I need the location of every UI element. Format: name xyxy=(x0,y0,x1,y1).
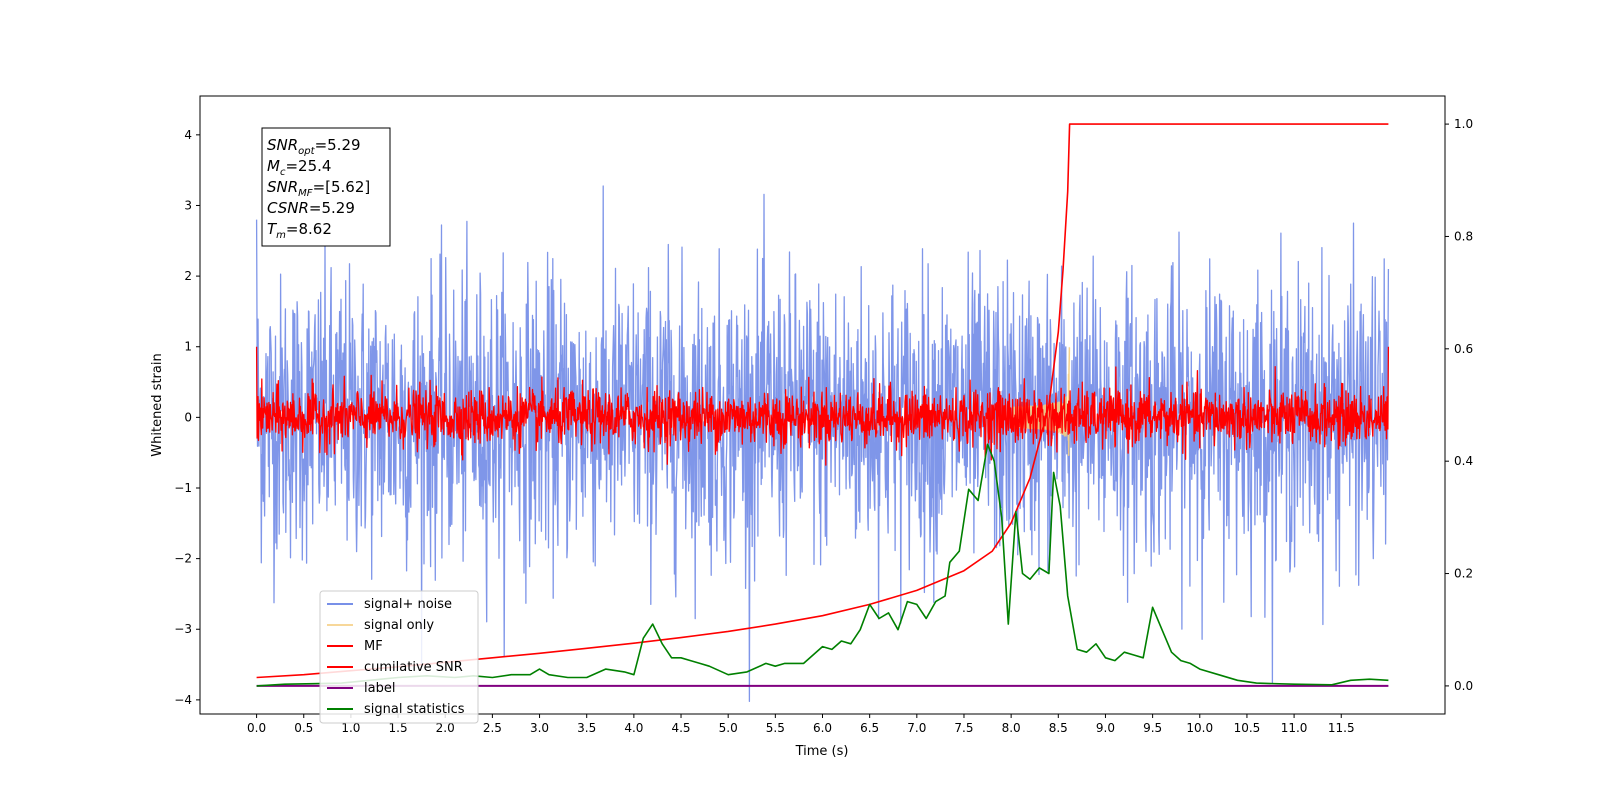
x-tick-label: 9.0 xyxy=(1096,721,1115,735)
annotation-line: SNRopt=5.29 xyxy=(267,136,361,157)
y-tick-label: −1 xyxy=(174,481,192,495)
x-tick-label: 6.5 xyxy=(860,721,879,735)
y-tick-label: 1 xyxy=(184,340,192,354)
annotation-line: SNRMF=[5.62] xyxy=(267,178,370,199)
legend-entry: label xyxy=(364,681,395,696)
series-mf xyxy=(255,346,1390,466)
annotation-frame xyxy=(261,127,391,247)
x-tick-label: 0.5 xyxy=(294,721,313,735)
legend-entry: signal only xyxy=(364,618,434,633)
x-tick-label: 5.0 xyxy=(719,721,738,735)
legend-frame xyxy=(319,590,479,724)
x-tick-label: 10.0 xyxy=(1186,721,1213,735)
x-axis-label: Time (s) xyxy=(795,744,849,759)
y2-tick-label: 0.2 xyxy=(1454,567,1473,581)
legend-entry: signal+ noise xyxy=(364,597,452,612)
annotation-line: Mc=25.4 xyxy=(267,157,331,178)
x-tick-label: 11.5 xyxy=(1328,721,1355,735)
annotation-line: Tm=8.62 xyxy=(267,220,332,241)
legend-entry: MF xyxy=(364,639,383,654)
x-tick-label: 2.0 xyxy=(436,721,455,735)
y-tick-label: 2 xyxy=(184,269,192,283)
y-tick-label: 3 xyxy=(184,198,192,212)
x-axis: 0.0 0.5 1.0 1.5 2.0 2.5 3.0 3.5 4.0 4.5 5.0 5.5 6.0 6… xyxy=(247,714,1355,735)
y-tick-label: 0 xyxy=(184,410,192,424)
x-tick-label: 9.5 xyxy=(1143,721,1162,735)
x-tick-label: 11.0 xyxy=(1281,721,1308,735)
x-tick-label: 4.0 xyxy=(624,721,643,735)
legend: signal+ noise signal only MF cumilative SNR… xyxy=(319,590,479,724)
y-tick-label: 4 xyxy=(184,128,192,142)
series-signal-statistics xyxy=(256,443,1389,687)
y-axis-label: Whitened strain xyxy=(150,353,165,456)
x-tick-label: 1.0 xyxy=(341,721,360,735)
x-tick-label: 8.5 xyxy=(1049,721,1068,735)
x-tick-label: 7.5 xyxy=(954,721,973,735)
y2-tick-label: 0.0 xyxy=(1454,679,1473,693)
y-axis-left: −4 −3 −2 −1 0 1 2 3 4 xyxy=(174,128,200,707)
x-tick-label: 1.5 xyxy=(389,721,408,735)
y-tick-label: −4 xyxy=(174,693,192,707)
legend-entry: signal statistics xyxy=(364,702,465,717)
y2-tick-label: 0.6 xyxy=(1454,342,1473,356)
x-tick-label: 5.5 xyxy=(766,721,785,735)
x-tick-label: 3.5 xyxy=(577,721,596,735)
x-tick-label: 2.5 xyxy=(483,721,502,735)
y-tick-label: −2 xyxy=(174,552,192,566)
x-tick-label: 8.0 xyxy=(1002,721,1021,735)
x-tick-label: 6.0 xyxy=(813,721,832,735)
x-tick-label: 10.5 xyxy=(1234,721,1261,735)
legend-entry: cumilative SNR xyxy=(364,660,463,675)
x-tick-label: 0.0 xyxy=(247,721,266,735)
y2-tick-label: 1.0 xyxy=(1454,117,1473,131)
y-tick-label: −3 xyxy=(174,622,192,636)
y2-tick-label: 0.4 xyxy=(1454,454,1473,468)
y2-tick-label: 0.8 xyxy=(1454,229,1473,243)
x-tick-label: 3.0 xyxy=(530,721,549,735)
annotation-line: CSNR=5.29 xyxy=(267,199,355,217)
y-axis-right: 0.0 0.2 0.4 0.6 0.8 1.0 xyxy=(1445,117,1473,693)
x-tick-label: 4.5 xyxy=(671,721,690,735)
x-tick-label: 7.0 xyxy=(907,721,926,735)
